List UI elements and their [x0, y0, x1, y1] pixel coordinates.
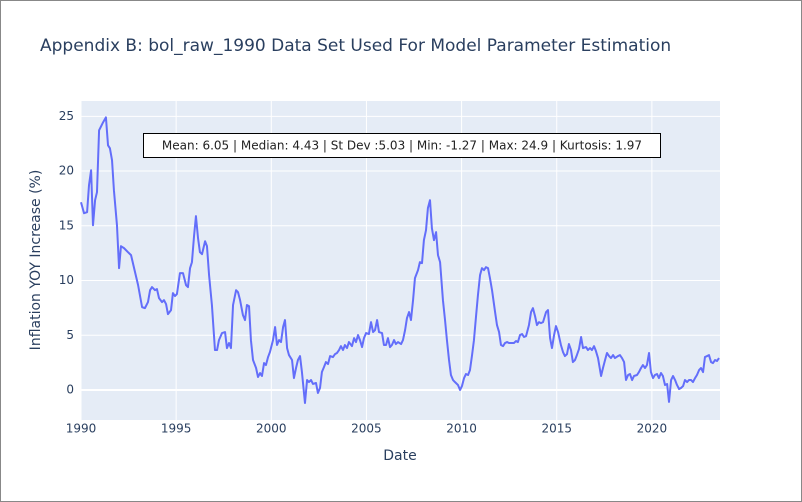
y-tick-label: 10 — [59, 273, 74, 287]
x-tick-label: 1990 — [66, 422, 97, 436]
x-tick-label: 2010 — [446, 422, 477, 436]
x-axis-label: Date — [383, 448, 416, 464]
chart-title: Appendix B: bol_raw_1990 Data Set Used F… — [40, 36, 671, 56]
annotation-box — [143, 133, 661, 158]
x-tick-label: 2005 — [351, 422, 382, 436]
y-tick-label: 5 — [66, 328, 74, 342]
y-tick-label: 0 — [66, 383, 74, 397]
data-line — [80, 116, 720, 405]
y-tick-label: 20 — [59, 164, 74, 178]
x-tick-label: 2020 — [637, 422, 668, 436]
y-tick-label: 15 — [59, 218, 74, 232]
annotation: Mean: 6.05 | Median: 4.43 | St Dev :5.03… — [162, 139, 642, 153]
x-tick-label: 2015 — [541, 422, 572, 436]
x-tick-label: 1995 — [161, 422, 192, 436]
y-axis-label: Inflation YOY Increase (%) — [28, 170, 44, 351]
y-tick-label: 25 — [59, 109, 74, 123]
x-tick-label: 2000 — [256, 422, 287, 436]
